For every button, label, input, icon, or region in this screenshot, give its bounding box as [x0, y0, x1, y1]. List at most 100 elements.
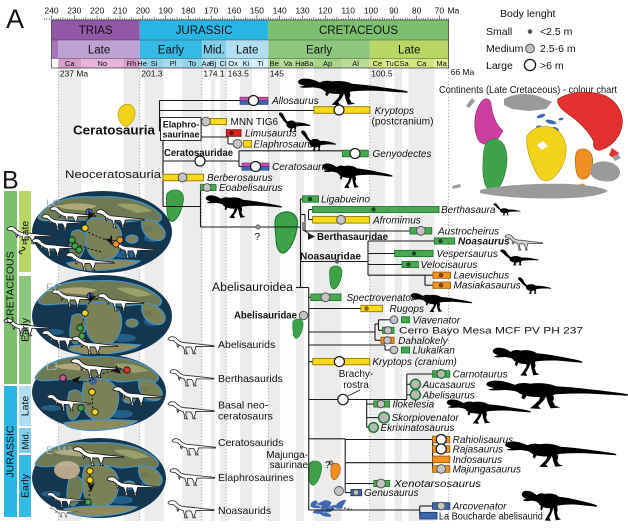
svg-text:Elaphrosaurus: Elaphrosaurus: [254, 139, 318, 150]
svg-text:La Boucharde abelisaurid: La Boucharde abelisaurid: [439, 512, 543, 523]
svg-text:Noasaurids: Noasaurids: [218, 505, 271, 517]
svg-text:CRETACEOUS: CRETACEOUS: [5, 251, 17, 323]
svg-text:E-MJ: E-MJ: [46, 445, 72, 457]
svg-text:Llukalkan: Llukalkan: [413, 346, 456, 357]
svg-text:Berthasaurids: Berthasaurids: [218, 373, 283, 385]
svg-text:Ox: Ox: [228, 59, 238, 68]
svg-text:Kryptops: Kryptops: [375, 106, 414, 117]
svg-text:Rajasaurus: Rajasaurus: [453, 445, 504, 456]
svg-text:Afromimus: Afromimus: [372, 215, 421, 226]
svg-text:180: 180: [181, 6, 195, 16]
svg-text:70: 70: [435, 6, 445, 16]
svg-text:Va: Va: [284, 59, 293, 68]
svg-text:Late: Late: [20, 221, 32, 242]
svg-text:Noasauridae: Noasauridae: [300, 251, 361, 262]
svg-text:To: To: [188, 59, 196, 68]
svg-text:Aa: Aa: [202, 59, 212, 68]
svg-text:Late: Late: [236, 45, 258, 57]
svg-text:Mid.: Mid.: [21, 432, 32, 450]
svg-text:201.3: 201.3: [141, 69, 163, 79]
svg-text:LJ: LJ: [46, 361, 58, 373]
svg-text:Cl: Cl: [220, 59, 227, 68]
svg-text:Rahiolisaurus: Rahiolisaurus: [453, 435, 514, 446]
svg-text:Ceratosauridae: Ceratosauridae: [164, 147, 233, 159]
svg-text:JURASSIC: JURASSIC: [176, 25, 233, 37]
svg-text:Eoabelisaurus: Eoabelisaurus: [219, 183, 282, 194]
svg-text:?: ?: [325, 460, 331, 471]
svg-text:Ceratosauria: Ceratosauria: [73, 124, 156, 138]
svg-text:LC: LC: [46, 198, 60, 210]
svg-text:Velocisaurus: Velocisaurus: [421, 260, 478, 271]
svg-text:JURASSIC: JURASSIC: [5, 425, 17, 477]
svg-text:Ceratosaurids: Ceratosaurids: [218, 437, 283, 449]
svg-text:Vespersaurus: Vespersaurus: [437, 249, 498, 260]
svg-text:140: 140: [273, 6, 287, 16]
svg-text:120: 120: [318, 6, 332, 16]
svg-text:Early: Early: [20, 473, 32, 498]
svg-text:rostra: rostra: [343, 380, 369, 391]
svg-text:Viavenator: Viavenator: [413, 315, 461, 326]
svg-text:Austrocheirus: Austrocheirus: [437, 226, 499, 237]
svg-text:90: 90: [389, 6, 399, 16]
svg-text:Ekrixinatosaurus: Ekrixinatosaurus: [381, 423, 455, 434]
svg-text:170: 170: [204, 6, 218, 16]
svg-text:Carnotaurus: Carnotaurus: [453, 370, 508, 381]
svg-text:Ligabueino: Ligabueino: [321, 195, 370, 206]
svg-text:Medium: Medium: [486, 43, 524, 55]
svg-text:Ca: Ca: [65, 59, 75, 68]
svg-text:Abelisauroidea: Abelisauroidea: [212, 282, 294, 294]
svg-text:230: 230: [67, 6, 81, 16]
svg-text:saurinae: saurinae: [163, 130, 200, 140]
svg-text:MNN TIG6: MNN TIG6: [231, 117, 279, 128]
svg-text:Masiakasaurus: Masiakasaurus: [454, 281, 521, 292]
svg-text:B: B: [2, 167, 19, 195]
svg-text:Arcovenator: Arcovenator: [452, 502, 508, 513]
svg-text:Late: Late: [20, 396, 32, 417]
svg-text:TRIAS: TRIAS: [79, 25, 113, 37]
svg-text:Noasaurus: Noasaurus: [458, 237, 510, 248]
svg-text:Berberosaurus: Berberosaurus: [207, 173, 273, 184]
svg-text:130: 130: [295, 6, 309, 16]
svg-text:saurinae: saurinae: [270, 460, 309, 471]
svg-text:66 Ma: 66 Ma: [451, 67, 475, 77]
svg-text:150: 150: [250, 6, 264, 16]
svg-text:Rh: Rh: [127, 59, 137, 68]
svg-text:No: No: [98, 59, 108, 68]
svg-text:<2.5 m: <2.5 m: [540, 26, 573, 38]
svg-text:Cerro Bayo Mesa MCF PV PH 237: Cerro Bayo Mesa MCF PV PH 237: [399, 326, 583, 336]
svg-text:Spectrovenator: Spectrovenator: [347, 293, 415, 304]
svg-text:Al: Al: [352, 59, 359, 68]
svg-text:160: 160: [227, 6, 241, 16]
svg-text:Brachy-: Brachy-: [339, 369, 373, 380]
svg-text:Aucasaurus: Aucasaurus: [422, 380, 476, 391]
svg-text:(postcranium): (postcranium): [372, 117, 434, 128]
svg-text:Ki: Ki: [243, 59, 250, 68]
svg-text:Kryptops (cranium): Kryptops (cranium): [372, 357, 456, 368]
svg-text:Majunga-: Majunga-: [266, 450, 308, 461]
svg-text:Skorpiovenator: Skorpiovenator: [392, 413, 460, 424]
svg-text:2.5-6 m: 2.5-6 m: [540, 43, 576, 55]
svg-text:Small: Small: [486, 26, 512, 38]
svg-text:Ilokelesia: Ilokelesia: [393, 400, 435, 411]
svg-text:ceratosaurs: ceratosaurs: [218, 411, 273, 423]
svg-text:Be: Be: [270, 59, 279, 68]
svg-text:>6 m: >6 m: [540, 60, 564, 72]
svg-text:A: A: [6, 4, 24, 34]
svg-text:210: 210: [113, 6, 127, 16]
svg-text:Early: Early: [158, 45, 184, 57]
svg-text:Tu: Tu: [385, 59, 393, 68]
svg-text:163.5: 163.5: [228, 69, 250, 79]
svg-text:Elaphrosaurines: Elaphrosaurines: [218, 472, 294, 484]
svg-text:110: 110: [341, 6, 355, 16]
svg-text:Rugops: Rugops: [390, 304, 424, 315]
svg-text:Ma: Ma: [447, 6, 459, 16]
svg-text:EC: EC: [46, 282, 61, 294]
svg-text:Ha: Ha: [295, 59, 305, 68]
svg-text:CRETACEOUS: CRETACEOUS: [319, 25, 398, 37]
svg-text:Ma: Ma: [436, 59, 447, 68]
svg-text:Si: Si: [151, 59, 158, 68]
svg-text:Basal neo-: Basal neo-: [218, 400, 269, 412]
svg-text:Abelisauridae: Abelisauridae: [234, 311, 297, 322]
svg-text:Ceratosaurus: Ceratosaurus: [272, 162, 332, 173]
svg-text:Early: Early: [20, 317, 32, 342]
